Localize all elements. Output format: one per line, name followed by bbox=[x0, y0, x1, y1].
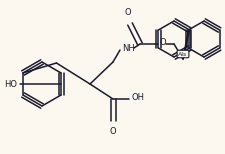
Text: OH: OH bbox=[131, 93, 144, 101]
Text: O: O bbox=[125, 8, 131, 17]
Text: NH: NH bbox=[122, 43, 135, 53]
Text: Als: Als bbox=[178, 51, 188, 57]
Text: O: O bbox=[110, 127, 116, 136]
Text: HO: HO bbox=[4, 79, 17, 89]
Text: O: O bbox=[160, 38, 167, 47]
